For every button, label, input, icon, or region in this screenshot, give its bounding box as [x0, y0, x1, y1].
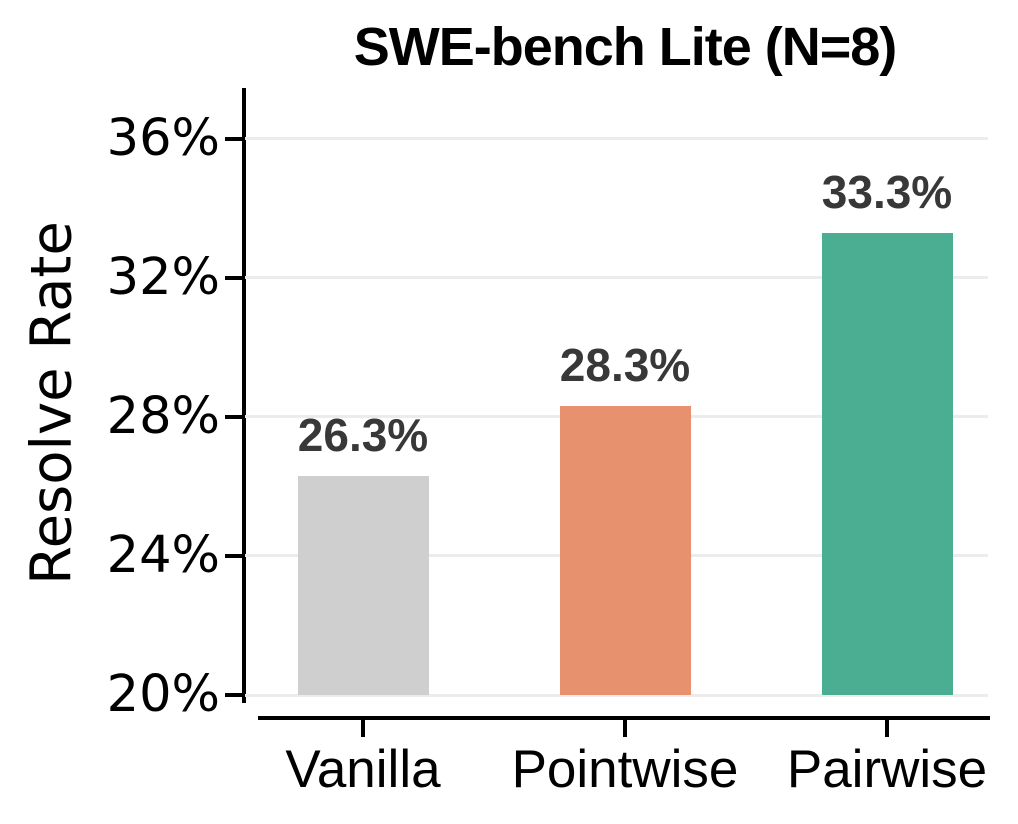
- gridline-20: [245, 693, 988, 697]
- y-tick-label: 20%: [106, 665, 220, 724]
- bar-value-label-vanilla: 26.3%: [297, 408, 429, 461]
- gridline-36: [245, 137, 988, 141]
- bar-pairwise: [821, 232, 953, 695]
- y-tick-mark-32: [225, 275, 242, 280]
- x-tick-mark-vanilla: [361, 718, 365, 737]
- y-tick-mark-36: [225, 136, 242, 141]
- gridline-32: [245, 276, 988, 280]
- y-axis-spine: [242, 88, 246, 703]
- bar-value-label-pointwise: 28.3%: [559, 339, 691, 392]
- y-tick-mark-20: [225, 693, 242, 697]
- y-tick-mark-28: [225, 414, 242, 419]
- bar-vanilla: [297, 475, 429, 695]
- y-tick-label: 28%: [106, 386, 220, 446]
- bar-value-label-pairwise: 33.3%: [821, 165, 953, 218]
- y-tick-label: 32%: [106, 247, 220, 307]
- y-tick-label: 24%: [106, 525, 220, 585]
- x-tick-mark-pairwise: [885, 718, 889, 737]
- chart-title: SWE-bench Lite (N=8): [353, 17, 898, 77]
- x-tick-mark-pointwise: [623, 718, 627, 737]
- x-tick-label-vanilla: Vanilla: [285, 740, 441, 799]
- bar-pointwise: [559, 406, 691, 695]
- x-tick-label-pairwise: Pairwise: [786, 740, 988, 799]
- y-tick-label: 36%: [106, 108, 220, 168]
- x-tick-label-pointwise: Pointwise: [511, 740, 739, 799]
- y-tick-mark-24: [225, 553, 242, 558]
